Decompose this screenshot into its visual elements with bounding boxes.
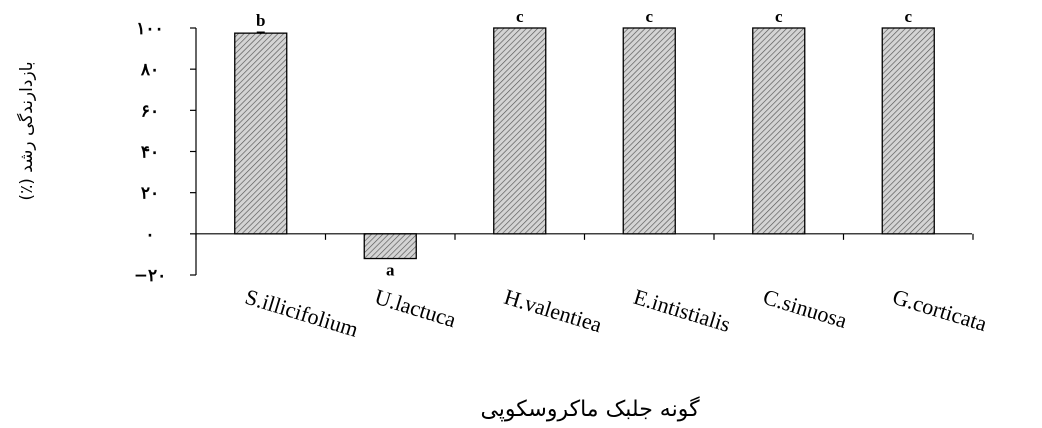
y-tick-label: ۶۰ xyxy=(141,101,159,121)
significance-letter: b xyxy=(256,11,265,30)
x-tick-label: G.corticata xyxy=(890,284,990,336)
bar xyxy=(622,27,676,235)
x-tick-label: S.illicifolium xyxy=(242,284,361,342)
bar xyxy=(363,233,417,260)
bars: b a c c c c xyxy=(234,7,935,280)
significance-letter: a xyxy=(386,261,395,280)
bar xyxy=(234,32,288,235)
significance-letter: c xyxy=(904,7,912,26)
y-tick-label: ۴۰ xyxy=(141,143,159,163)
significance-letter: c xyxy=(775,7,783,26)
y-tick-label: ۱۰۰ xyxy=(136,19,163,39)
x-tick-label: E.intistialis xyxy=(631,284,734,337)
bar xyxy=(493,27,547,235)
significance-letter: c xyxy=(645,7,653,26)
x-tick-label: C.sinuosa xyxy=(760,284,850,333)
x-axis-title: گونه جلبک ماکروسکوپی xyxy=(480,396,700,422)
x-axis xyxy=(195,233,974,240)
category-labels: S.illicifolium U.lactuca H.valentiea E.inti… xyxy=(242,284,990,342)
y-tick-label: ۸۰ xyxy=(140,60,159,80)
x-tick-label: H.valentiea xyxy=(501,284,605,337)
y-axis: −۲۰ ۰ ۲۰ ۴۰ ۶۰ ۸۰ ۱۰۰ xyxy=(134,19,197,286)
y-tick-label: ۲۰ xyxy=(141,184,159,204)
y-axis-title: بازدارندگی رشد (٪) xyxy=(16,61,37,200)
y-tick-label: ۰ xyxy=(145,225,154,245)
bar xyxy=(881,27,935,235)
significance-letter: c xyxy=(516,7,524,26)
y-tick-label: −۲۰ xyxy=(134,266,167,286)
x-tick-label: U.lactuca xyxy=(372,284,460,332)
bar xyxy=(752,27,806,235)
